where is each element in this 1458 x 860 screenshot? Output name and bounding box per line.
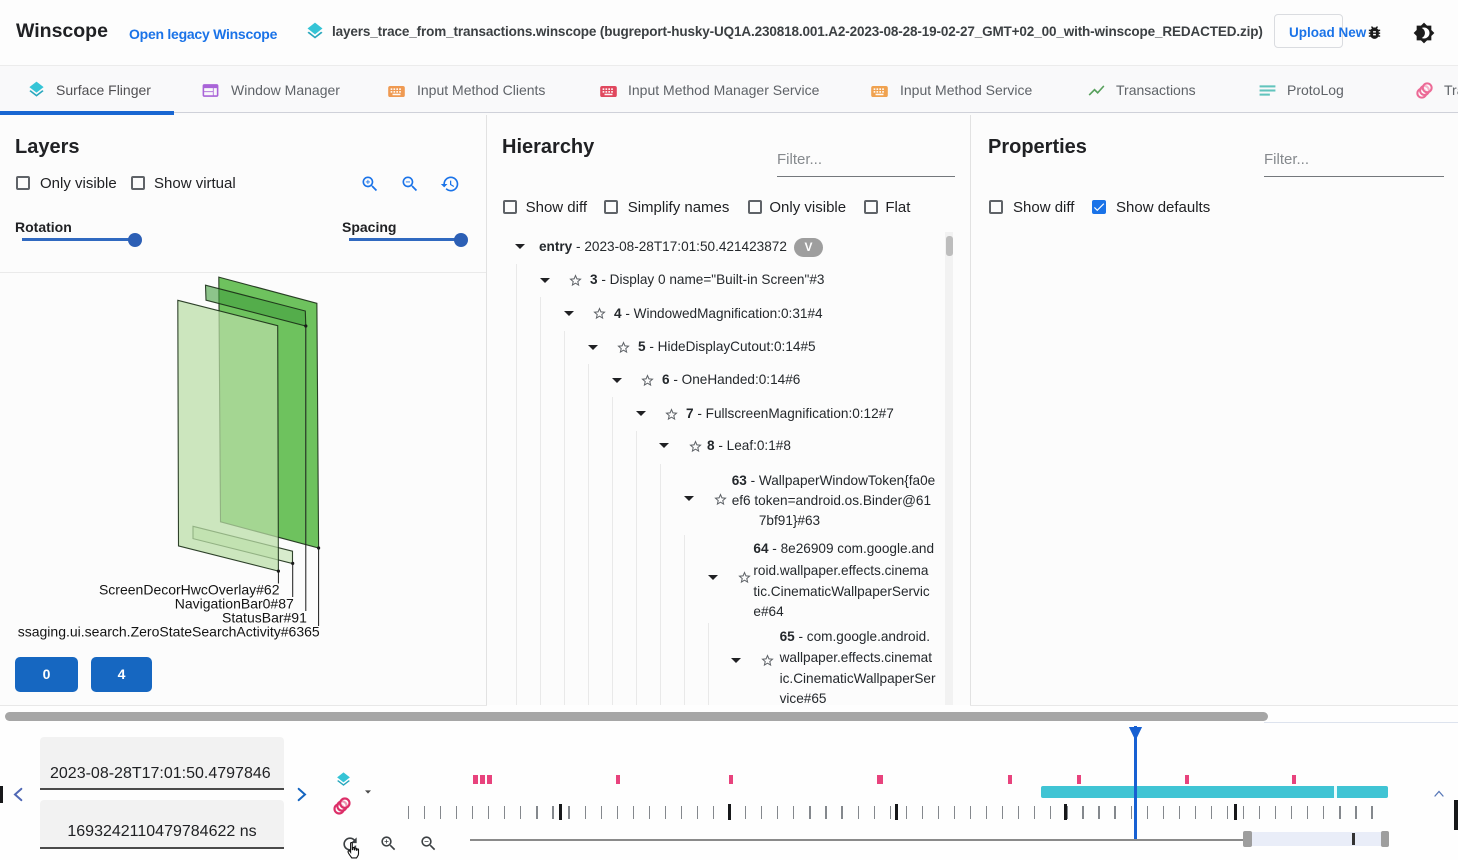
svg-text:ScreenDecorHwcOverlay#62: ScreenDecorHwcOverlay#62 [99, 582, 280, 598]
svg-text:NavigationBar0#87: NavigationBar0#87 [175, 596, 294, 612]
svg-text:ssaging.ui.search.ZeroStateSea: ssaging.ui.search.ZeroStateSearchActivit… [18, 624, 320, 640]
svg-text:StatusBar#91: StatusBar#91 [222, 610, 307, 626]
